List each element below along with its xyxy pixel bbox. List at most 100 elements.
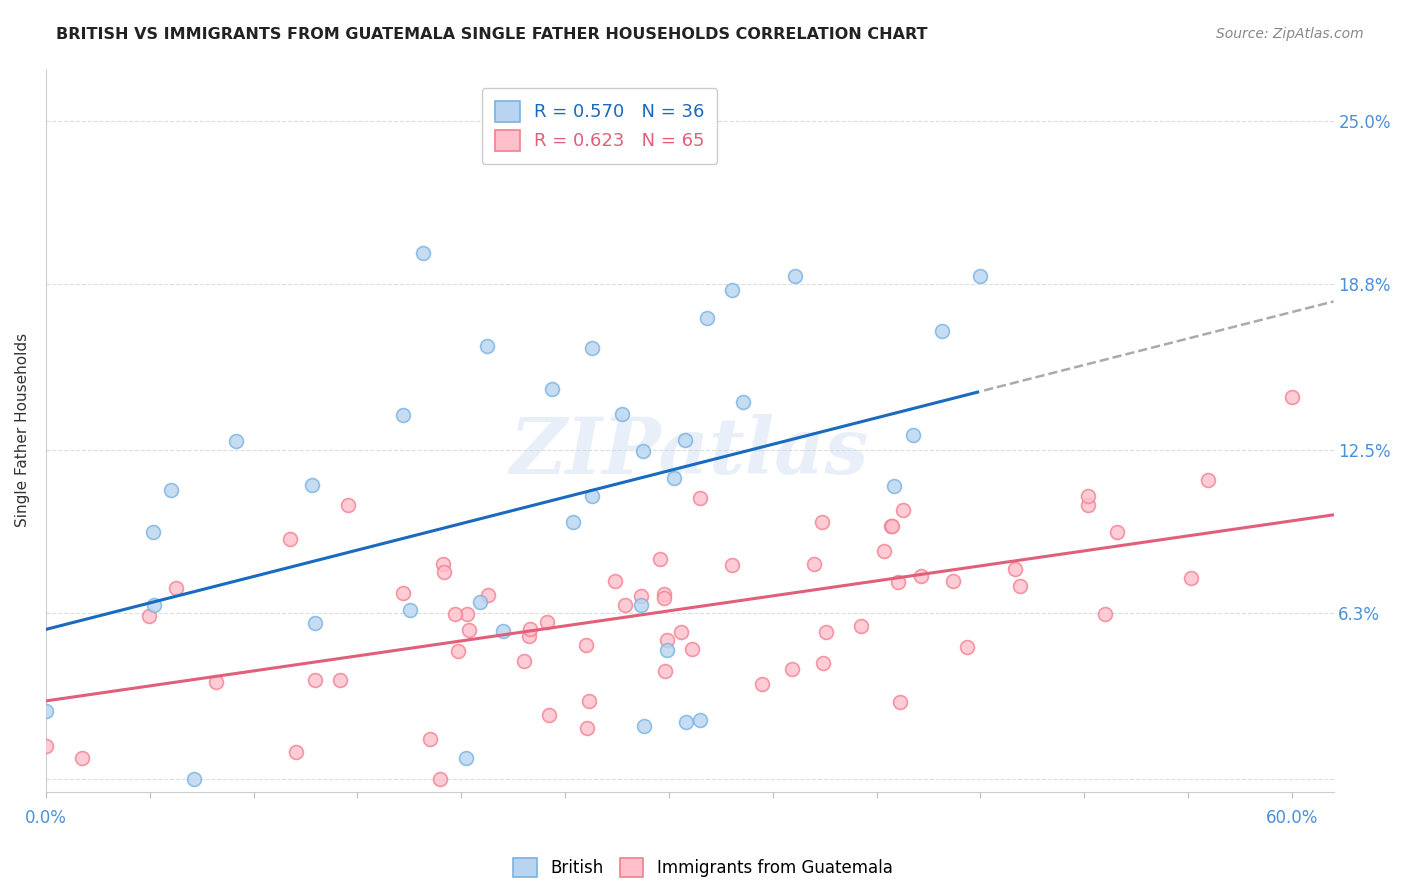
Point — [783, 268, 806, 283]
Point — [942, 574, 965, 588]
Point — [969, 268, 991, 283]
Legend: R = 0.570   N = 36, R = 0.623   N = 65: R = 0.570 N = 36, R = 0.623 N = 65 — [482, 88, 717, 163]
Y-axis label: Single Father Households: Single Father Households — [15, 333, 30, 527]
Point — [458, 623, 481, 637]
Point — [519, 623, 541, 637]
Point — [160, 483, 183, 497]
Point — [392, 586, 415, 600]
Point — [575, 722, 598, 736]
Point — [412, 245, 434, 260]
Point — [454, 751, 477, 765]
Point — [873, 544, 896, 558]
Point — [782, 662, 804, 676]
Point — [673, 433, 696, 447]
Point — [284, 746, 307, 760]
Point — [814, 624, 837, 639]
Point — [654, 664, 676, 678]
Point — [398, 602, 420, 616]
Point — [1010, 579, 1032, 593]
Point — [630, 598, 652, 612]
Point — [492, 624, 515, 639]
Point — [477, 589, 499, 603]
Point — [689, 714, 711, 728]
Point — [803, 557, 825, 571]
Point — [165, 581, 187, 595]
Point — [225, 434, 247, 448]
Point — [143, 599, 166, 613]
Point — [681, 641, 703, 656]
Point — [720, 558, 742, 572]
Text: Source: ZipAtlas.com: Source: ZipAtlas.com — [1216, 27, 1364, 41]
Point — [419, 732, 441, 747]
Point — [278, 532, 301, 546]
Point — [1180, 571, 1202, 585]
Point — [648, 551, 671, 566]
Point — [1281, 390, 1303, 404]
Point — [1107, 525, 1129, 540]
Point — [541, 382, 564, 396]
Point — [657, 643, 679, 657]
Point — [35, 739, 58, 753]
Point — [614, 598, 637, 612]
Point — [882, 518, 904, 533]
Point — [1004, 562, 1026, 576]
Point — [392, 408, 415, 422]
Point — [696, 311, 718, 326]
Point — [655, 633, 678, 648]
Point — [675, 714, 697, 729]
Point — [633, 719, 655, 733]
Point — [1094, 607, 1116, 622]
Point — [883, 479, 905, 493]
Point — [720, 283, 742, 297]
Point — [689, 491, 711, 506]
Point — [581, 489, 603, 503]
Point — [329, 673, 352, 687]
Point — [910, 569, 932, 583]
Point — [662, 471, 685, 485]
Text: 60.0%: 60.0% — [1265, 809, 1319, 827]
Point — [456, 607, 478, 622]
Text: 0.0%: 0.0% — [25, 809, 67, 827]
Point — [517, 629, 540, 643]
Point — [731, 394, 754, 409]
Point — [70, 751, 93, 765]
Point — [35, 704, 58, 718]
Text: ZIPatlas: ZIPatlas — [510, 414, 869, 490]
Point — [751, 677, 773, 691]
Point — [956, 640, 979, 654]
Text: BRITISH VS IMMIGRANTS FROM GUATEMALA SINGLE FATHER HOUSEHOLDS CORRELATION CHART: BRITISH VS IMMIGRANTS FROM GUATEMALA SIN… — [56, 27, 928, 42]
Point — [1077, 498, 1099, 512]
Point — [301, 477, 323, 491]
Point — [811, 515, 834, 529]
Point — [475, 338, 498, 352]
Point — [931, 324, 953, 338]
Point — [575, 638, 598, 652]
Point — [1197, 474, 1219, 488]
Point — [1077, 489, 1099, 503]
Legend: British, Immigrants from Guatemala: British, Immigrants from Guatemala — [505, 849, 901, 886]
Point — [138, 609, 160, 624]
Point — [337, 498, 360, 512]
Point — [536, 615, 558, 630]
Point — [142, 524, 165, 539]
Point — [889, 695, 911, 709]
Point — [205, 674, 228, 689]
Point — [304, 615, 326, 630]
Point — [811, 656, 834, 670]
Point — [429, 772, 451, 786]
Point — [652, 591, 675, 605]
Point — [561, 515, 583, 529]
Point — [444, 607, 467, 621]
Point — [183, 772, 205, 786]
Point — [849, 619, 872, 633]
Point — [433, 565, 456, 579]
Point — [304, 673, 326, 688]
Point — [468, 595, 491, 609]
Point — [513, 654, 536, 668]
Point — [903, 427, 925, 442]
Point — [633, 444, 655, 458]
Point — [671, 624, 693, 639]
Point — [581, 342, 603, 356]
Point — [537, 708, 560, 723]
Point — [605, 574, 627, 588]
